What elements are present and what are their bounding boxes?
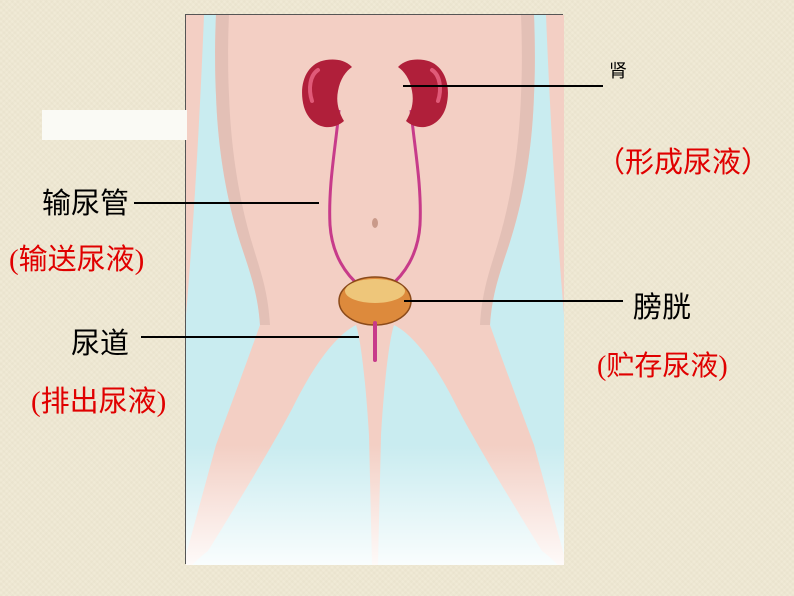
label-ureter: 输尿管 bbox=[42, 180, 129, 222]
label-urethra: 尿道 bbox=[71, 320, 129, 362]
label-bladder: 膀胱 bbox=[633, 284, 691, 326]
white-patch bbox=[42, 110, 187, 140]
leader-kidney bbox=[403, 85, 603, 87]
func-ureter: (输送尿液) bbox=[9, 236, 144, 278]
urinary-system-illustration bbox=[186, 15, 564, 565]
label-kidney: 肾 bbox=[609, 57, 627, 83]
bladder-shape bbox=[339, 277, 411, 325]
leader-urethra bbox=[141, 336, 359, 338]
illustration-frame bbox=[185, 14, 563, 564]
func-bladder: (贮存尿液) bbox=[597, 344, 728, 384]
leader-ureter bbox=[134, 202, 319, 204]
func-urethra: (排出尿液) bbox=[31, 378, 166, 420]
func-kidney: （形成尿液） bbox=[596, 139, 770, 181]
leader-bladder bbox=[404, 300, 623, 302]
